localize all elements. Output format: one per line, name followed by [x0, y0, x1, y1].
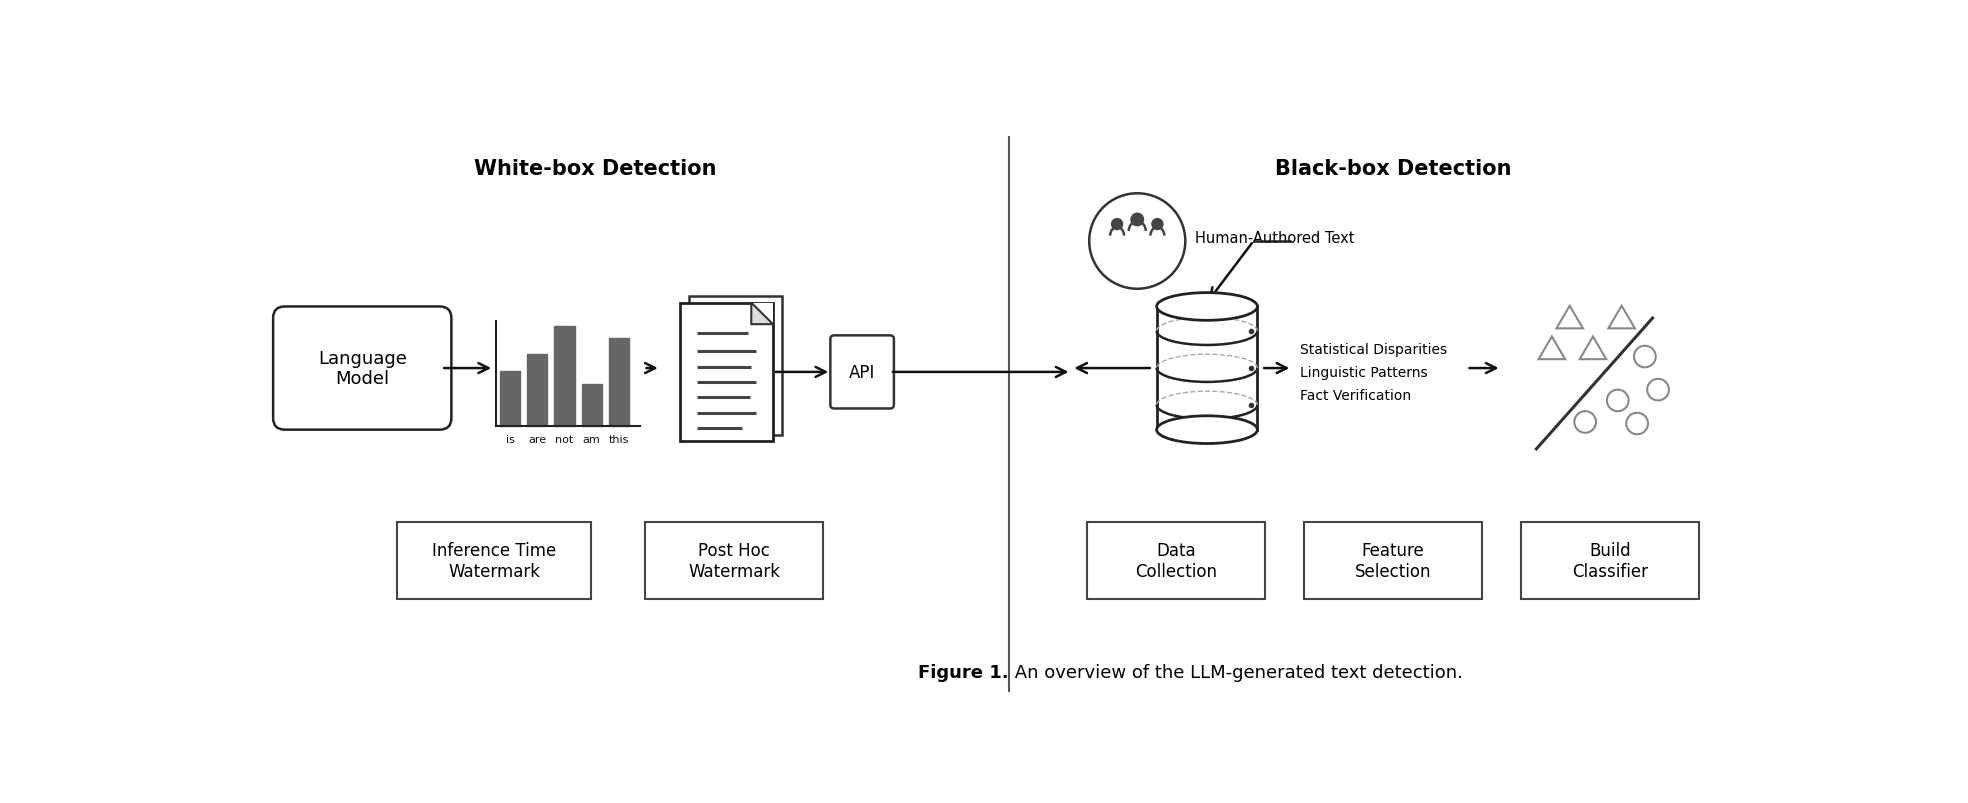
FancyBboxPatch shape — [646, 523, 823, 599]
Text: not: not — [555, 434, 573, 444]
Polygon shape — [752, 304, 773, 324]
Bar — [527, 354, 547, 426]
FancyBboxPatch shape — [274, 307, 451, 430]
FancyBboxPatch shape — [1086, 523, 1265, 599]
FancyBboxPatch shape — [681, 304, 773, 442]
FancyBboxPatch shape — [1521, 523, 1698, 599]
Text: Build
Classifier: Build Classifier — [1572, 541, 1647, 581]
Text: White-box Detection: White-box Detection — [474, 159, 716, 178]
Text: this: this — [608, 434, 630, 444]
Polygon shape — [752, 304, 773, 324]
Bar — [608, 338, 630, 426]
Text: am: am — [583, 434, 600, 444]
Circle shape — [1110, 218, 1124, 231]
Text: Black-box Detection: Black-box Detection — [1275, 159, 1511, 178]
Text: An overview of the LLM-generated text detection.: An overview of the LLM-generated text de… — [1010, 663, 1462, 682]
Text: Figure 1.: Figure 1. — [917, 663, 1010, 682]
Ellipse shape — [1157, 416, 1258, 444]
FancyBboxPatch shape — [1305, 523, 1482, 599]
Text: is: is — [506, 434, 516, 444]
FancyBboxPatch shape — [689, 297, 783, 435]
Text: Post Hoc
Watermark: Post Hoc Watermark — [689, 541, 779, 581]
Text: Fact Verification: Fact Verification — [1301, 389, 1411, 402]
Text: Inference Time
Watermark: Inference Time Watermark — [431, 541, 557, 581]
Text: API: API — [848, 364, 876, 381]
Text: Statistical Disparities: Statistical Disparities — [1301, 342, 1446, 357]
Text: Feature
Selection: Feature Selection — [1354, 541, 1431, 581]
FancyBboxPatch shape — [830, 336, 893, 409]
Ellipse shape — [1157, 293, 1258, 321]
Text: are: are — [527, 434, 547, 444]
FancyBboxPatch shape — [398, 523, 590, 599]
Bar — [555, 326, 575, 426]
Bar — [500, 371, 520, 426]
Text: Linguistic Patterns: Linguistic Patterns — [1301, 365, 1427, 380]
Circle shape — [1130, 214, 1143, 227]
Text: Language
Model: Language Model — [317, 349, 407, 388]
Circle shape — [1151, 218, 1163, 231]
Text: Data
Collection: Data Collection — [1136, 541, 1216, 581]
Bar — [1157, 307, 1258, 430]
Text: Human-Authored Text: Human-Authored Text — [1195, 230, 1354, 246]
Bar — [583, 385, 602, 426]
